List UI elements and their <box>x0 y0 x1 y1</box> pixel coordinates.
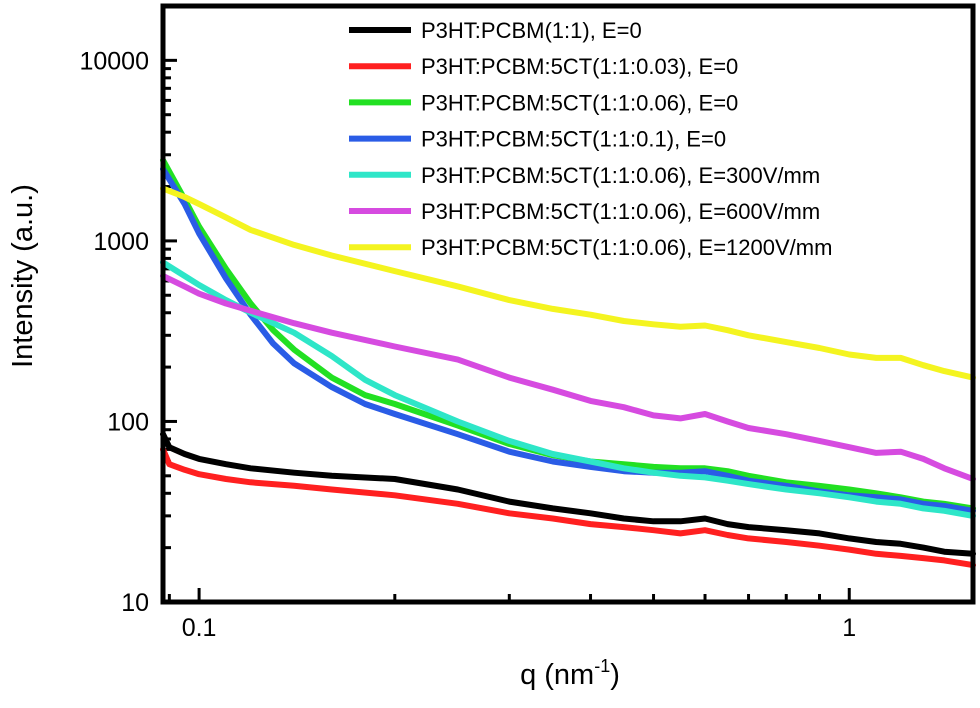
legend-label-4: P3HT:PCBM:5CT(1:1:0.1), E=0 <box>421 127 726 152</box>
series-line-1 <box>160 431 976 557</box>
tick-labels: 10 100 1000 10000 0.1 1 <box>79 47 856 642</box>
legend-label-1: P3HT:PCBM(1:1), E=0 <box>421 18 642 43</box>
legend-label-2: P3HT:PCBM:5CT(1:1:0.03), E=0 <box>421 54 738 79</box>
series-line-4 <box>160 166 976 514</box>
x-axis-title-close: ) <box>610 659 620 691</box>
legend-label-3: P3HT:PCBM:5CT(1:1:0.06), E=0 <box>421 90 738 115</box>
legend-label-5: P3HT:PCBM:5CT(1:1:0.06), E=300V/mm <box>421 163 820 188</box>
plot-frame <box>160 3 976 605</box>
y-tick-label: 10 <box>121 589 149 617</box>
series-line-6 <box>160 272 976 482</box>
series-lines <box>160 157 976 569</box>
legend: P3HT:PCBM(1:1), E=0 P3HT:PCBM:5CT(1:1:0.0… <box>349 18 832 260</box>
x-axis-title: q (nm-1) <box>520 656 620 691</box>
legend-label-6: P3HT:PCBM:5CT(1:1:0.06), E=600V/mm <box>421 199 820 224</box>
x-axis-title-exponent: -1 <box>594 656 610 676</box>
x-tick-label: 1 <box>842 614 856 642</box>
y-axis-title: Intensity (a.u.) <box>7 184 39 368</box>
series-line-5 <box>160 259 976 519</box>
series-line-2 <box>160 446 976 569</box>
y-tick-label: 100 <box>107 408 149 436</box>
y-tick-label: 10000 <box>79 47 149 75</box>
legend-label-7: P3HT:PCBM:5CT(1:1:0.06), E=1200V/mm <box>421 235 832 260</box>
series-line-7 <box>160 185 976 381</box>
y-tick-label: 1000 <box>93 228 149 256</box>
x-axis-title-main: q (nm <box>520 659 594 691</box>
x-tick-label: 0.1 <box>182 614 217 642</box>
